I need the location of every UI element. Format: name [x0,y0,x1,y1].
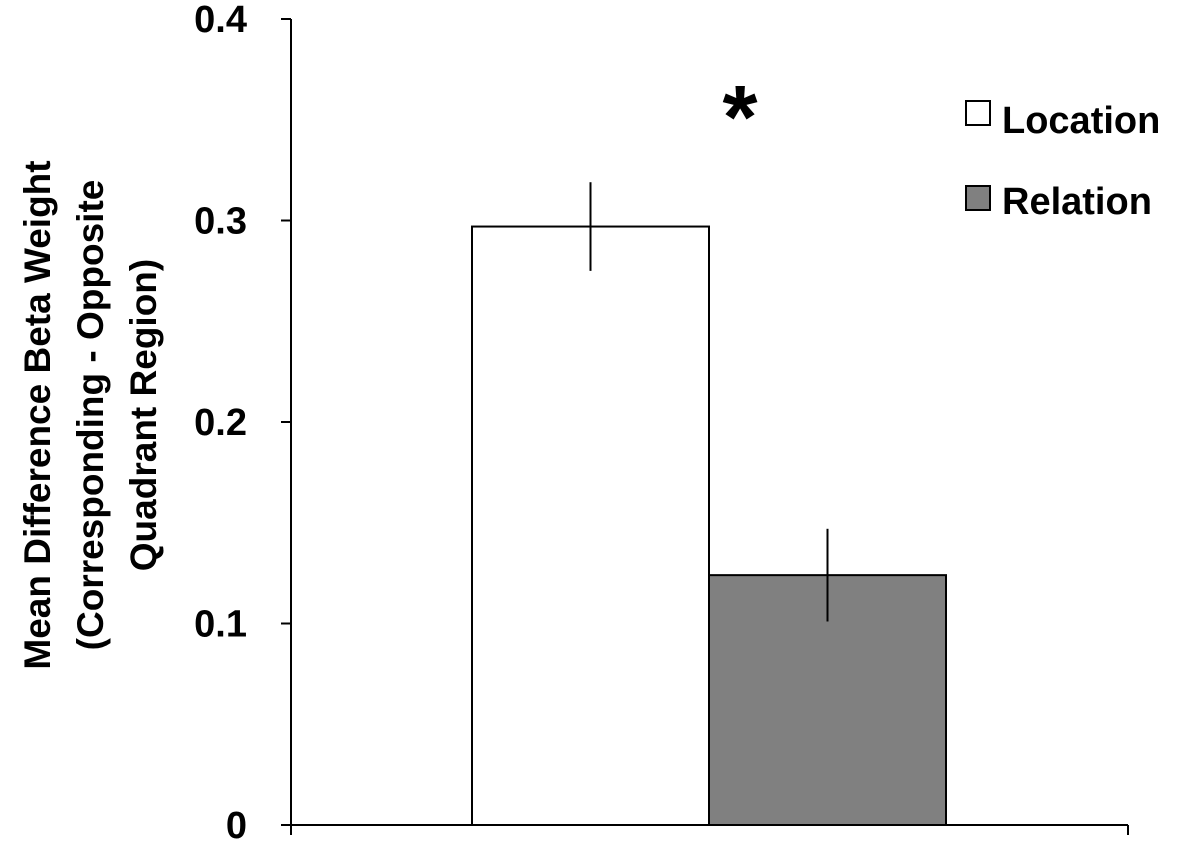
x-axis [290,824,1129,835]
y-tick-label: 0.4 [194,0,247,41]
legend-label-location: Location [1002,100,1160,142]
legend: Location Relation [965,100,1160,223]
bars [471,182,947,827]
legend-swatch-location [965,100,991,126]
y-tick-label: 0.2 [194,402,247,444]
y-axis-title: Mean Difference Beta Weight (Correspondi… [17,160,164,669]
legend-label-relation: Relation [1002,181,1152,223]
significance-asterisk: * [722,68,757,168]
y-tick-label: 0.3 [194,201,247,243]
y-tick-label: 0 [226,805,247,847]
y-axis: 0 0.1 0.2 0.3 0.4 [194,0,292,847]
y-axis-title-line-2: (Corresponding - Opposite [70,180,111,651]
legend-swatch-relation [965,185,991,211]
bar-location [471,225,710,827]
y-axis-title-line-1: Mean Difference Beta Weight [17,160,58,669]
y-axis-title-line-3: Quadrant Region) [123,259,164,571]
y-tick-label: 0.1 [194,604,247,646]
